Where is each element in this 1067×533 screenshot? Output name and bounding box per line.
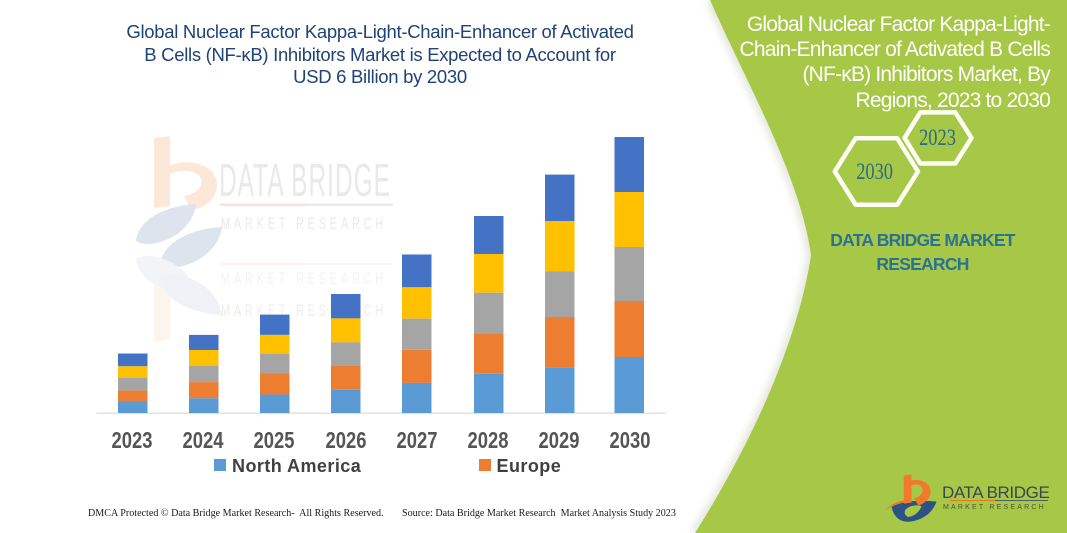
svg-text:MARKET RESEARCH: MARKET RESEARCH: [221, 301, 387, 320]
svg-text:DATA BRIDGE: DATA BRIDGE: [219, 154, 391, 206]
svg-text:MARKET RESEARCH: MARKET RESEARCH: [221, 214, 387, 233]
svg-text:MARKET RESEARCH: MARKET RESEARCH: [221, 269, 387, 288]
